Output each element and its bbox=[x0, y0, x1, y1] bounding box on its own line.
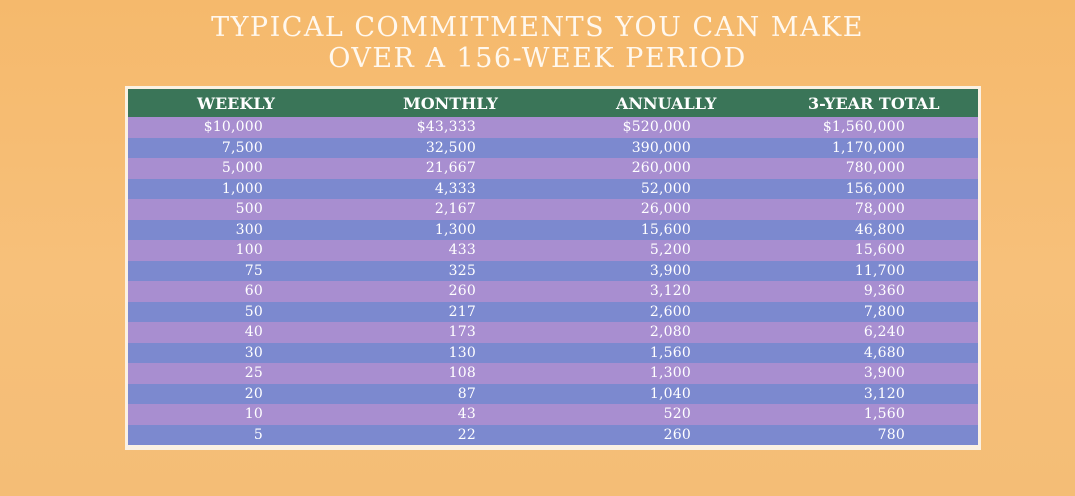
weekly-cell: $10,000 bbox=[203, 119, 263, 136]
annually-cell: 260 bbox=[663, 426, 691, 443]
weekly-cell: 500 bbox=[235, 201, 263, 218]
monthly-cell: 130 bbox=[448, 344, 476, 361]
monthly-cell: 325 bbox=[448, 262, 476, 279]
weekly-cell: 25 bbox=[244, 365, 263, 382]
total-cell: 780 bbox=[877, 426, 905, 443]
total-cell: 46,800 bbox=[854, 221, 905, 238]
table-header: WEEKLY MONTHLY ANNUALLY 3-YEAR TOTAL bbox=[128, 89, 978, 117]
table-row: 10 43 520 1,560 bbox=[128, 404, 978, 425]
table-row: 5,000 21,667 260,000 780,000 bbox=[128, 158, 978, 179]
total-cell: 78,000 bbox=[854, 201, 905, 218]
annually-cell: 3,120 bbox=[649, 283, 691, 300]
monthly-cell: 21,667 bbox=[425, 160, 476, 177]
table-row: $10,000 $43,333 $520,000 $1,560,000 bbox=[128, 117, 978, 138]
annually-cell: 1,300 bbox=[649, 365, 691, 382]
weekly-cell: 100 bbox=[235, 242, 263, 259]
total-cell: 6,240 bbox=[863, 324, 905, 341]
column-header-3-year-total: 3-YEAR TOTAL bbox=[808, 93, 940, 113]
title-line-2: OVER A 156-WEEK PERIOD bbox=[328, 43, 747, 74]
monthly-cell: 43 bbox=[457, 406, 476, 423]
title-line-1: TYPICAL COMMITMENTS YOU CAN MAKE bbox=[211, 12, 864, 43]
total-cell: 11,700 bbox=[854, 262, 905, 279]
weekly-cell: 300 bbox=[235, 221, 263, 238]
table-row: 100 433 5,200 15,600 bbox=[128, 240, 978, 261]
total-cell: 1,170,000 bbox=[831, 139, 905, 156]
monthly-cell: 260 bbox=[448, 283, 476, 300]
weekly-cell: 60 bbox=[244, 283, 263, 300]
annually-cell: 2,600 bbox=[649, 303, 691, 320]
total-cell: 4,680 bbox=[863, 344, 905, 361]
total-cell: 7,800 bbox=[863, 303, 905, 320]
page-title: TYPICAL COMMITMENTS YOU CAN MAKE OVER A … bbox=[0, 12, 1075, 74]
table-row: 40 173 2,080 6,240 bbox=[128, 322, 978, 343]
monthly-cell: 2,167 bbox=[434, 201, 476, 218]
annually-cell: 2,080 bbox=[649, 324, 691, 341]
table-row: 75 325 3,900 11,700 bbox=[128, 260, 978, 281]
table-row: 60 260 3,120 9,360 bbox=[128, 281, 978, 302]
total-cell: 780,000 bbox=[845, 160, 905, 177]
weekly-cell: 5,000 bbox=[221, 160, 263, 177]
monthly-cell: 173 bbox=[448, 324, 476, 341]
annually-cell: 3,900 bbox=[649, 262, 691, 279]
annually-cell: 260,000 bbox=[631, 160, 691, 177]
monthly-cell: 87 bbox=[457, 385, 476, 402]
monthly-cell: 22 bbox=[457, 426, 476, 443]
annually-cell: 15,600 bbox=[640, 221, 691, 238]
table-row: 25 108 1,300 3,900 bbox=[128, 363, 978, 384]
annually-cell: 5,200 bbox=[649, 242, 691, 259]
table-row: 300 1,300 15,600 46,800 bbox=[128, 219, 978, 240]
total-cell: 1,560 bbox=[863, 406, 905, 423]
weekly-cell: 1,000 bbox=[221, 180, 263, 197]
total-cell: 3,900 bbox=[863, 365, 905, 382]
total-cell: 3,120 bbox=[863, 385, 905, 402]
commitments-table: WEEKLY MONTHLY ANNUALLY 3-YEAR TOTAL $10… bbox=[125, 86, 981, 450]
annually-cell: 520 bbox=[663, 406, 691, 423]
weekly-cell: 7,500 bbox=[221, 139, 263, 156]
annually-cell: 52,000 bbox=[640, 180, 691, 197]
annually-cell: 390,000 bbox=[631, 139, 691, 156]
weekly-cell: 40 bbox=[244, 324, 263, 341]
table-row: 500 2,167 26,000 78,000 bbox=[128, 199, 978, 220]
annually-cell: 1,560 bbox=[649, 344, 691, 361]
table-row: 1,000 4,333 52,000 156,000 bbox=[128, 178, 978, 199]
monthly-cell: 1,300 bbox=[434, 221, 476, 238]
monthly-cell: $43,333 bbox=[416, 119, 476, 136]
column-header-weekly: WEEKLY bbox=[197, 93, 275, 113]
annually-cell: 26,000 bbox=[640, 201, 691, 218]
table-row: 5 22 260 780 bbox=[128, 424, 978, 445]
monthly-cell: 433 bbox=[448, 242, 476, 259]
total-cell: 156,000 bbox=[845, 180, 905, 197]
weekly-cell: 75 bbox=[244, 262, 263, 279]
table-row: 20 87 1,040 3,120 bbox=[128, 383, 978, 404]
total-cell: 9,360 bbox=[863, 283, 905, 300]
weekly-cell: 5 bbox=[253, 426, 263, 443]
table-row: 7,500 32,500 390,000 1,170,000 bbox=[128, 137, 978, 158]
column-header-monthly: MONTHLY bbox=[403, 93, 498, 113]
weekly-cell: 30 bbox=[244, 344, 263, 361]
table-row: 30 130 1,560 4,680 bbox=[128, 342, 978, 363]
table-row: 50 217 2,600 7,800 bbox=[128, 301, 978, 322]
monthly-cell: 4,333 bbox=[434, 180, 476, 197]
total-cell: $1,560,000 bbox=[822, 119, 905, 136]
weekly-cell: 20 bbox=[244, 385, 263, 402]
weekly-cell: 50 bbox=[244, 303, 263, 320]
annually-cell: $520,000 bbox=[622, 119, 691, 136]
table-body: $10,000 $43,333 $520,000 $1,560,000 7,500 32,… bbox=[128, 117, 978, 445]
column-header-annually: ANNUALLY bbox=[616, 93, 717, 113]
monthly-cell: 217 bbox=[448, 303, 476, 320]
monthly-cell: 108 bbox=[448, 365, 476, 382]
annually-cell: 1,040 bbox=[649, 385, 691, 402]
monthly-cell: 32,500 bbox=[425, 139, 476, 156]
weekly-cell: 10 bbox=[244, 406, 263, 423]
total-cell: 15,600 bbox=[854, 242, 905, 259]
